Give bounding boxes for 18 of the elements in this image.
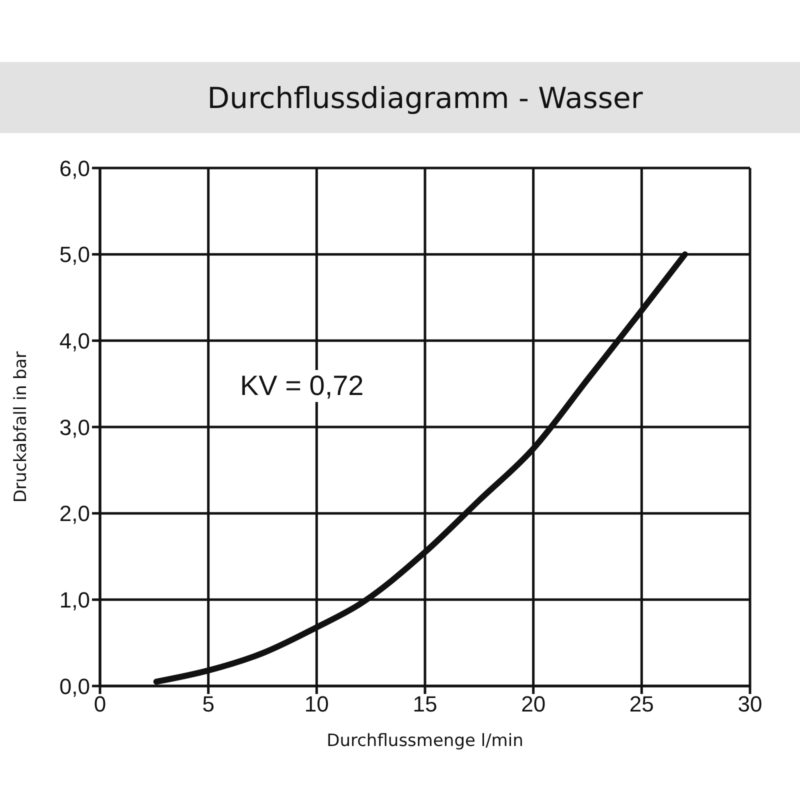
x-tick-label: 5 bbox=[202, 692, 214, 717]
x-tick-label: 30 bbox=[738, 692, 762, 717]
y-tick-label: 1,0 bbox=[59, 587, 90, 612]
x-tick-label: 20 bbox=[521, 692, 546, 717]
x-tick-label: 25 bbox=[629, 692, 654, 717]
annotation: KV = 0,72 bbox=[236, 370, 368, 402]
y-tick-label: 4,0 bbox=[59, 328, 90, 354]
x-axis-title: Durchflussmenge l/min bbox=[326, 731, 524, 751]
chart-title: Durchflussdiagramm - Wasser bbox=[207, 80, 643, 114]
x-tick-label: 0 bbox=[94, 692, 106, 717]
y-tick-label: 2,0 bbox=[59, 501, 90, 526]
x-tick-label: 10 bbox=[304, 692, 329, 717]
y-tick-label: 0,0 bbox=[59, 674, 90, 699]
y-tick-label: 5,0 bbox=[59, 242, 90, 268]
y-axis-title: Druckabfall in bar bbox=[11, 351, 32, 503]
x-tick-label: 15 bbox=[412, 692, 438, 717]
y-tick-label: 3,0 bbox=[59, 414, 90, 440]
y-tick-label: 6,0 bbox=[59, 156, 90, 181]
